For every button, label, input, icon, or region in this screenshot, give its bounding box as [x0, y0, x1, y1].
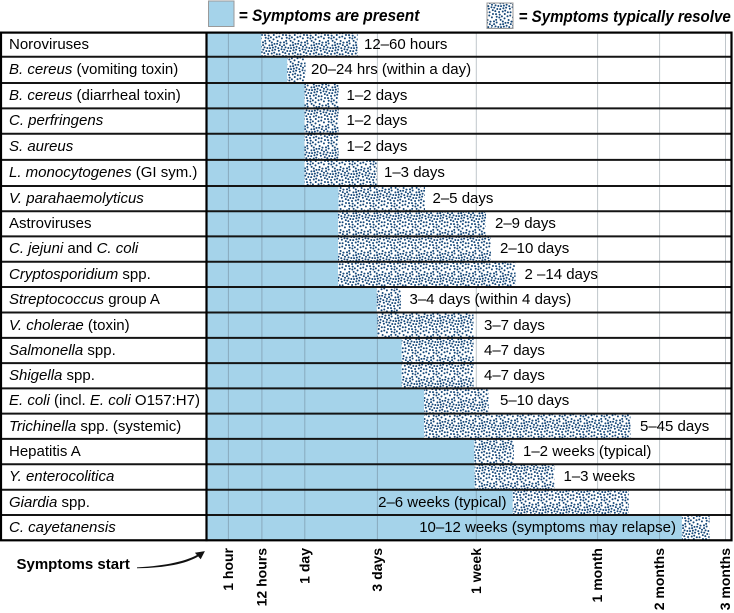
svg-text:2 months: 2 months: [651, 548, 667, 610]
svg-text:1 day: 1 day: [296, 548, 312, 584]
svg-text:1 month: 1 month: [589, 548, 605, 602]
svg-text:3 days: 3 days: [369, 548, 385, 592]
svg-text:3 months: 3 months: [717, 548, 733, 610]
svg-text:1 week: 1 week: [468, 548, 484, 594]
svg-text:= Symptoms typically resolve: = Symptoms typically resolve: [519, 7, 731, 26]
svg-text:1 hour: 1 hour: [220, 547, 236, 590]
svg-text:12 hours: 12 hours: [254, 548, 270, 607]
svg-text:= Symptoms are present: = Symptoms are present: [239, 6, 421, 25]
